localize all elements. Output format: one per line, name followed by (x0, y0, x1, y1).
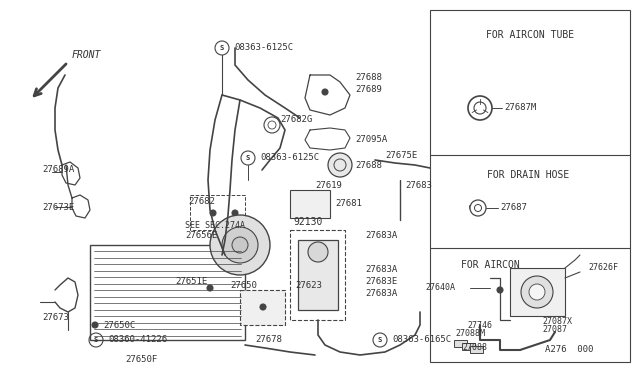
Text: 27683: 27683 (405, 180, 432, 189)
Text: 27675E: 27675E (385, 151, 417, 160)
Text: 27087: 27087 (542, 326, 567, 334)
Text: 27651E: 27651E (175, 278, 207, 286)
Circle shape (529, 284, 545, 300)
Text: 27640A: 27640A (425, 283, 455, 292)
Text: SEE SEC.274A: SEE SEC.274A (185, 221, 245, 230)
Bar (470, 346, 483, 353)
Text: 27088: 27088 (462, 343, 487, 353)
Circle shape (207, 285, 213, 291)
Circle shape (210, 210, 216, 216)
Text: 08360-41226: 08360-41226 (108, 336, 167, 344)
Text: 27682: 27682 (188, 198, 215, 206)
Text: 92130: 92130 (293, 217, 323, 227)
Circle shape (521, 276, 553, 308)
Text: 27688: 27688 (355, 74, 382, 83)
Text: 27650: 27650 (230, 280, 257, 289)
Text: 27683A: 27683A (365, 231, 397, 240)
Text: 27746: 27746 (467, 321, 492, 330)
Circle shape (222, 227, 258, 263)
Bar (90, 245, 245, 340)
Circle shape (210, 215, 270, 275)
Text: 27623: 27623 (295, 280, 322, 289)
Text: 27687: 27687 (500, 203, 527, 212)
Text: FOR AIRCON: FOR AIRCON (461, 260, 520, 270)
Circle shape (232, 210, 238, 216)
Text: 27095A: 27095A (355, 135, 387, 144)
Circle shape (232, 237, 248, 253)
Text: 27688: 27688 (355, 160, 382, 170)
Text: 27689: 27689 (355, 86, 382, 94)
Circle shape (497, 287, 503, 293)
Text: 27678: 27678 (255, 336, 282, 344)
Text: 08363-6125C: 08363-6125C (234, 44, 293, 52)
Text: S: S (220, 45, 224, 51)
Bar (190, 195, 245, 230)
Text: 27656E: 27656E (185, 231, 217, 240)
Text: 27682G: 27682G (280, 115, 312, 125)
Text: FOR AIRCON TUBE: FOR AIRCON TUBE (486, 30, 574, 40)
Text: 27683E: 27683E (365, 278, 397, 286)
Circle shape (308, 242, 328, 262)
Bar (454, 340, 467, 347)
Text: 27687M: 27687M (504, 103, 536, 112)
Text: 27681: 27681 (335, 199, 362, 208)
Text: 08363-6165C: 08363-6165C (392, 336, 451, 344)
Text: 27650F: 27650F (125, 356, 157, 365)
Text: S: S (246, 155, 250, 161)
Text: 27683A: 27683A (365, 266, 397, 275)
Bar (290, 190, 330, 218)
Text: FOR DRAIN HOSE: FOR DRAIN HOSE (487, 170, 569, 180)
Bar (430, 10, 630, 362)
Text: FRONT: FRONT (72, 50, 101, 60)
Text: 27650C: 27650C (103, 321, 135, 330)
Circle shape (260, 304, 266, 310)
Bar (240, 290, 285, 325)
Circle shape (92, 322, 98, 328)
Text: 27689A: 27689A (42, 166, 74, 174)
Text: 27626F: 27626F (588, 263, 618, 273)
Text: 27619: 27619 (315, 180, 342, 189)
Bar (298, 240, 338, 310)
Text: 27673: 27673 (42, 314, 69, 323)
Text: 27683A: 27683A (365, 289, 397, 298)
Circle shape (328, 153, 352, 177)
Bar (510, 268, 565, 316)
Bar (290, 230, 345, 320)
Bar (462, 343, 475, 350)
Circle shape (322, 89, 328, 95)
Text: A276  000: A276 000 (545, 346, 593, 355)
Text: 27673E: 27673E (42, 202, 74, 212)
Text: 08363-6125C: 08363-6125C (260, 154, 319, 163)
Text: 27088M: 27088M (455, 328, 485, 337)
Text: S: S (378, 337, 382, 343)
Text: S: S (94, 337, 98, 343)
Text: 27087X: 27087X (542, 317, 572, 327)
